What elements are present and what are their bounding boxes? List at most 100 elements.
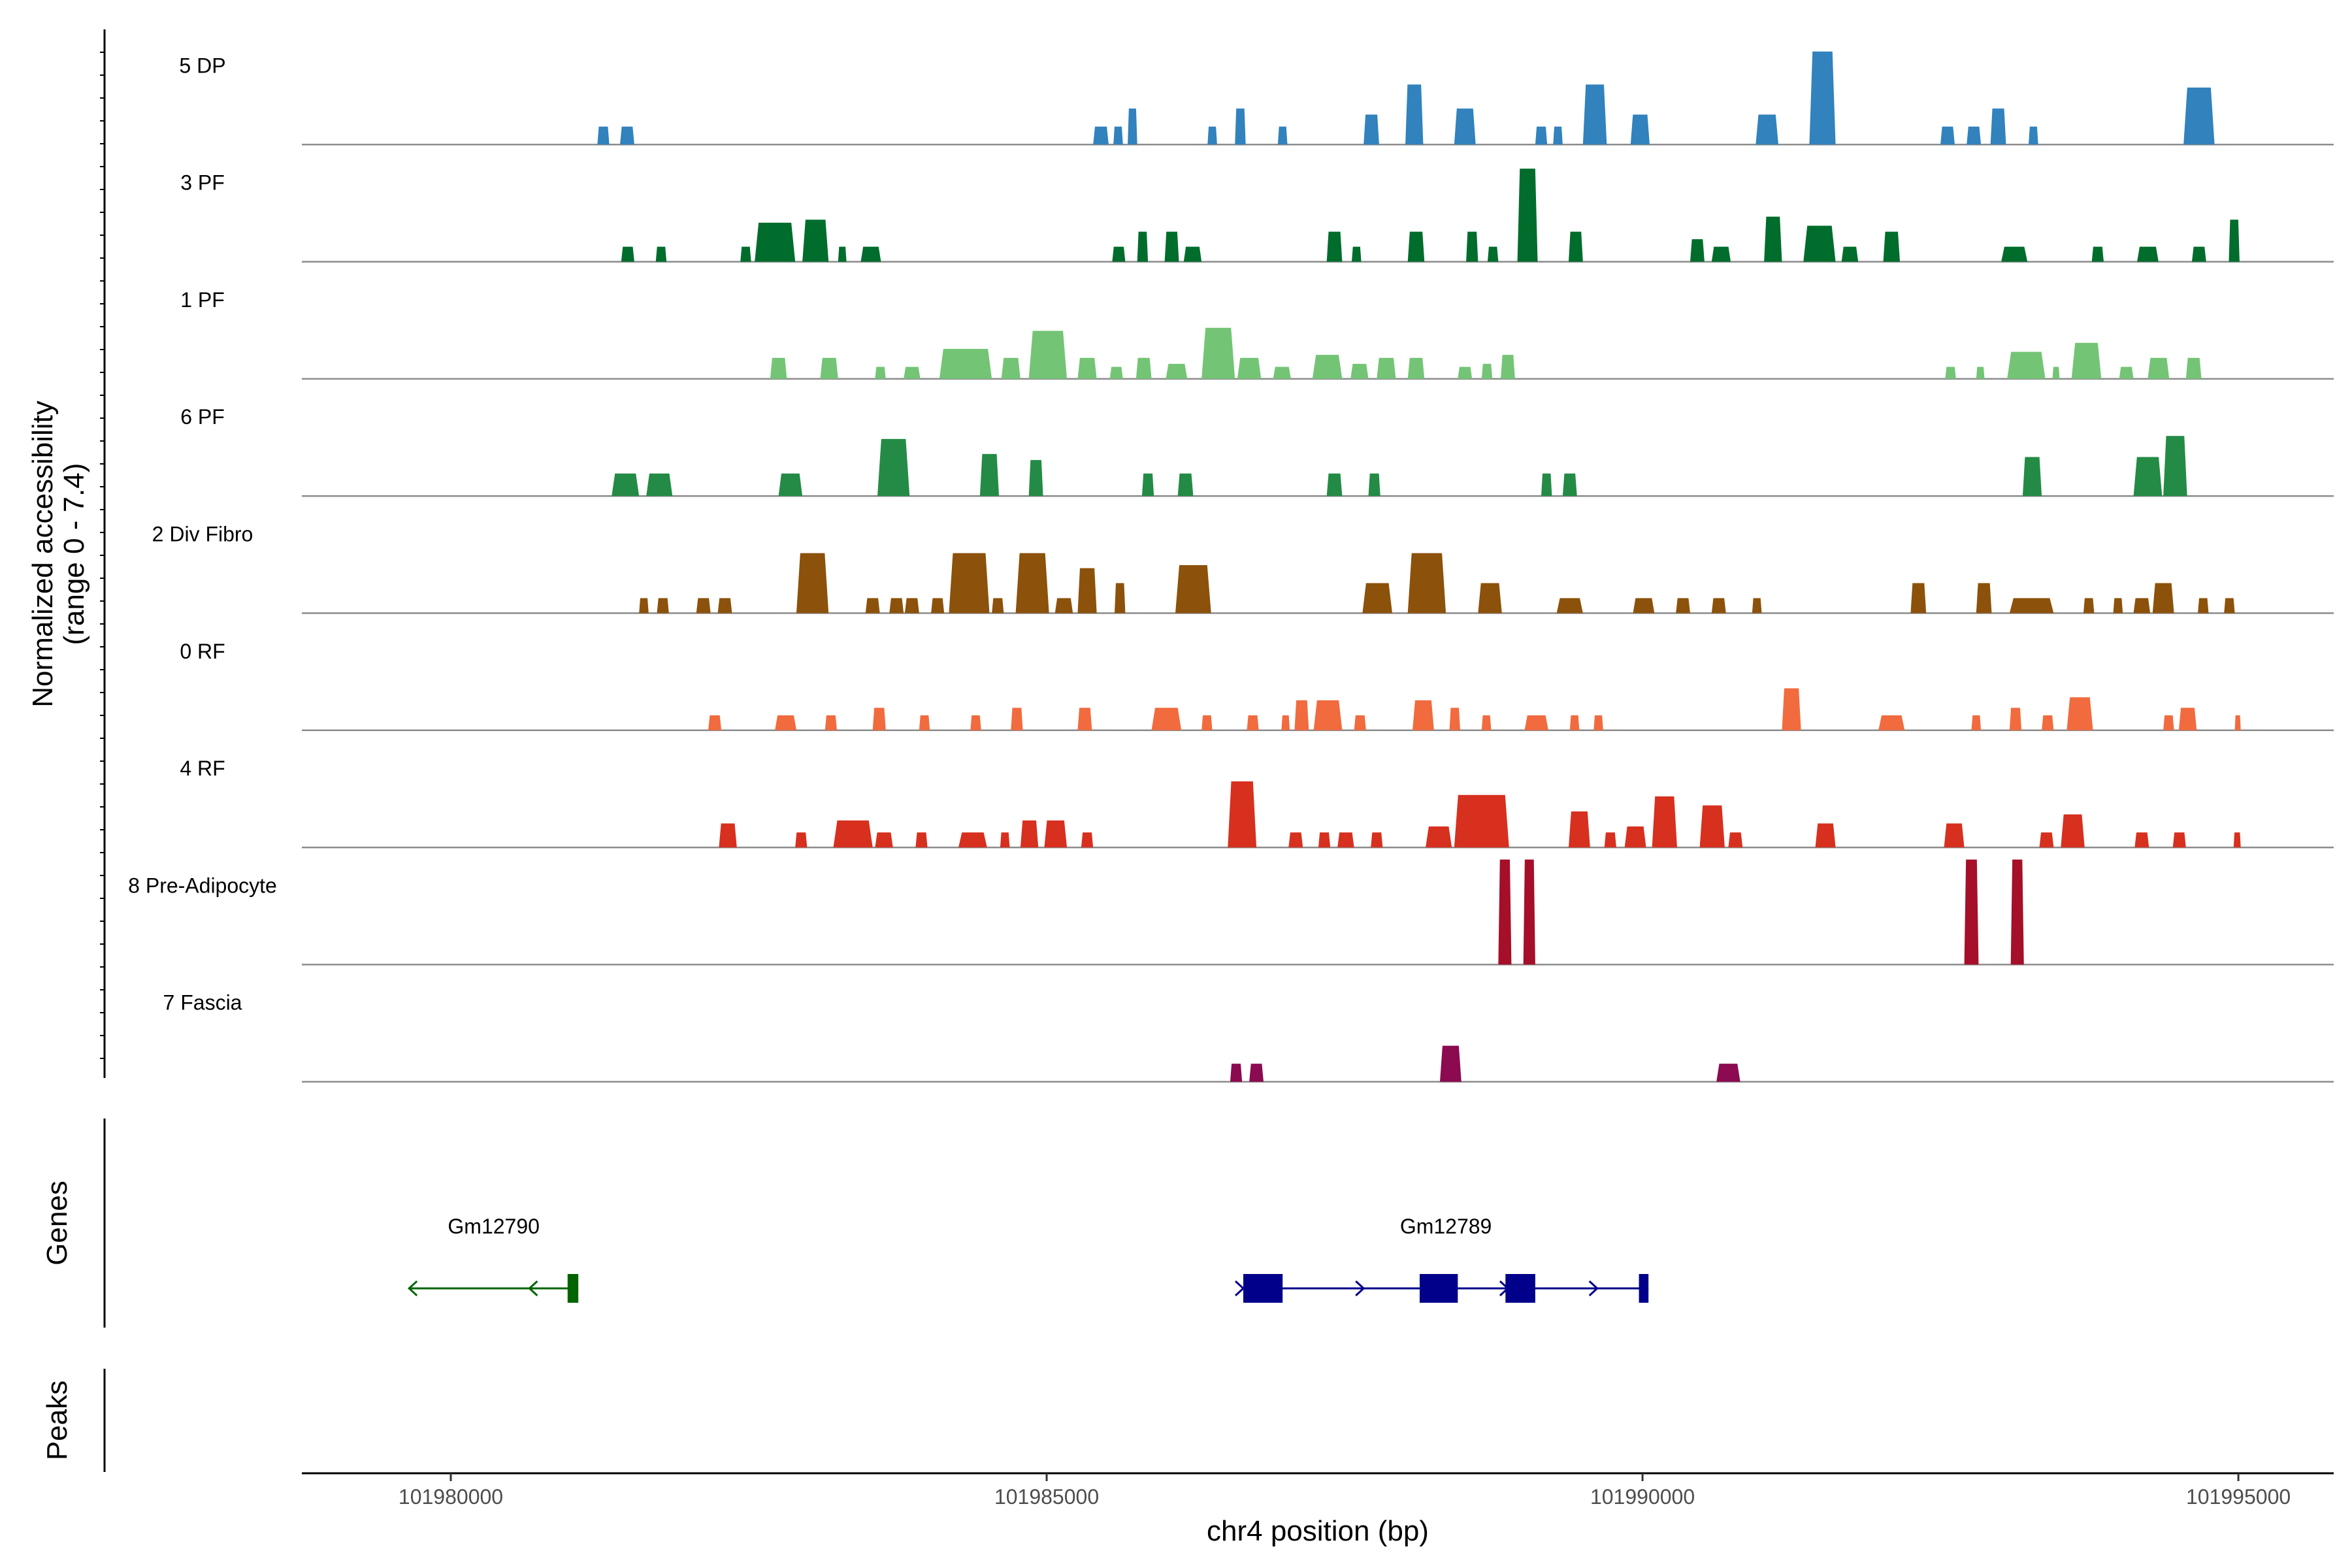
x-tick-label: 101995000: [2186, 1485, 2291, 1509]
peak: [2071, 342, 2102, 379]
peak: [939, 348, 992, 379]
peak: [1230, 1064, 1243, 1082]
peak: [1458, 367, 1473, 379]
peak: [1883, 231, 1901, 262]
peak: [1940, 126, 1955, 145]
peak: [2191, 246, 2206, 262]
peak: [1568, 231, 1583, 262]
peak: [2178, 708, 2197, 730]
peak: [904, 367, 921, 379]
track-label: 3 PF: [180, 171, 225, 195]
peak: [612, 473, 640, 497]
peak: [904, 598, 919, 613]
track-label: 7 Fascia: [163, 991, 242, 1015]
track-2-div-fibro: 2 Div Fibro: [152, 523, 2334, 614]
peak: [1407, 231, 1425, 262]
strand-arrow: [1234, 1280, 1245, 1297]
peak: [719, 823, 737, 848]
peak: [1633, 598, 1655, 613]
peak: [2185, 357, 2202, 379]
peak: [2137, 246, 2159, 262]
peak: [2091, 246, 2104, 262]
peak: [1945, 367, 1956, 379]
peak: [1109, 367, 1123, 379]
peak: [1630, 114, 1650, 145]
peak: [1281, 715, 1290, 730]
exon: [1419, 1274, 1458, 1303]
peak: [1028, 460, 1043, 497]
peak: [2229, 220, 2240, 262]
genes-panel-label: Genes: [41, 1181, 73, 1266]
track-0-rf: 0 RF: [180, 640, 2334, 732]
peak: [992, 598, 1004, 613]
peak: [2029, 126, 2038, 145]
peak: [1652, 796, 1677, 848]
peak: [1910, 583, 1927, 613]
peak: [2234, 715, 2241, 730]
peak: [1294, 700, 1309, 730]
peak: [1413, 700, 1434, 730]
peak: [2224, 598, 2235, 613]
peak: [1011, 708, 1023, 730]
peak: [1077, 708, 1092, 730]
peak: [825, 715, 837, 730]
peak: [2001, 246, 2028, 262]
strand-arrow: [407, 1280, 418, 1297]
peak: [1944, 823, 1965, 848]
peak: [1151, 708, 1182, 730]
peak: [1407, 553, 1446, 613]
peak: [1523, 859, 1535, 965]
track-3-pf: 3 PF: [180, 169, 2334, 263]
peak: [1569, 715, 1580, 730]
peak: [1177, 473, 1194, 497]
peak: [1318, 832, 1331, 848]
peak: [1500, 355, 1515, 379]
peak: [2133, 457, 2163, 497]
peak: [1809, 51, 1836, 145]
peak: [1524, 715, 1548, 730]
peak: [2148, 357, 2170, 379]
strand-arrow: [528, 1280, 538, 1297]
exon: [1505, 1274, 1535, 1303]
peak: [1166, 363, 1188, 379]
peak: [838, 246, 847, 262]
peak: [795, 832, 808, 848]
tracks: 5 DP 3 PF 1 PF 6 PF 2 Div Fibro 0 RF 4 RF 8 Pre…: [128, 51, 2334, 1083]
peak: [1478, 583, 1502, 613]
peak: [875, 367, 886, 379]
peak: [970, 715, 981, 730]
peak: [2133, 598, 2151, 613]
peak: [865, 598, 880, 613]
peak: [1756, 114, 1778, 145]
peak: [1967, 126, 1982, 145]
track-label: 4 RF: [180, 757, 225, 780]
peak: [1990, 108, 2006, 145]
peak: [1405, 84, 1424, 145]
peak: [1562, 473, 1577, 497]
x-tick-label: 101985000: [994, 1485, 1099, 1509]
x-axis-title: chr4 position (bp): [1207, 1515, 1429, 1547]
track-8-pre-adipocyte: 8 Pre-Adipocyte: [128, 859, 2334, 966]
peak: [1752, 598, 1762, 613]
y-axis-ticks: [100, 52, 105, 1059]
peak: [1201, 327, 1235, 379]
peak: [2163, 715, 2174, 730]
track-4-rf: 4 RF: [180, 757, 2334, 849]
peak: [820, 357, 838, 379]
peak: [1690, 239, 1705, 262]
peak: [1354, 715, 1366, 730]
peak: [696, 598, 711, 613]
peak: [1541, 473, 1552, 497]
track-label: 8 Pre-Adipocyte: [128, 874, 277, 897]
peak: [1481, 363, 1493, 379]
peak: [2172, 832, 2186, 848]
peak: [708, 715, 722, 730]
peak: [1000, 832, 1010, 848]
peak: [1439, 1045, 1462, 1082]
peak: [1137, 231, 1149, 262]
peak: [1568, 811, 1590, 848]
peaks-panel-label: Peaks: [41, 1380, 73, 1460]
peak: [2163, 436, 2187, 497]
peak: [1454, 108, 1476, 145]
peak: [775, 715, 796, 730]
